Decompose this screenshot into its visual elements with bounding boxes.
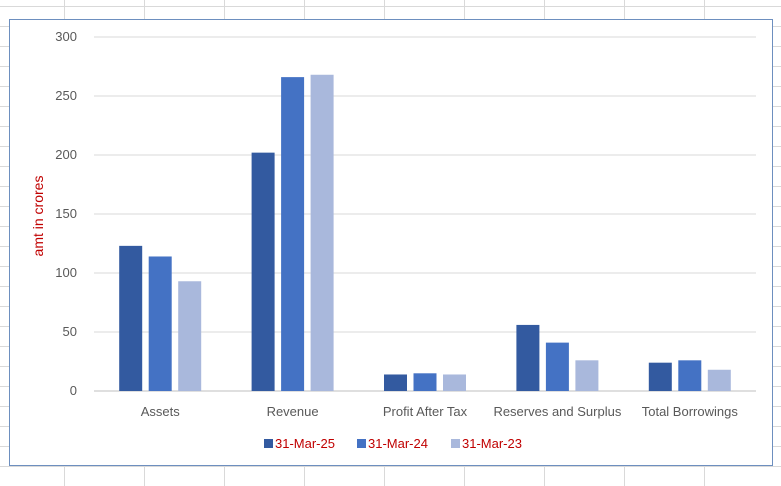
bar[interactable] bbox=[678, 360, 702, 391]
y-tick-label: 0 bbox=[70, 383, 77, 398]
gridlines bbox=[94, 36, 756, 392]
bar[interactable] bbox=[707, 369, 731, 391]
legend-label[interactable]: 31-Mar-23 bbox=[462, 436, 522, 451]
y-tick-label: 200 bbox=[55, 147, 77, 162]
bar[interactable] bbox=[575, 360, 599, 391]
x-tick-label: Total Borrowings bbox=[642, 404, 739, 419]
y-tick-label: 100 bbox=[55, 265, 77, 280]
legend: 31-Mar-25 31-Mar-24 31-Mar-23 bbox=[264, 436, 522, 451]
x-axis-ticks: Assets Revenue Profit After Tax Reserves an… bbox=[141, 404, 739, 419]
y-tick-label: 250 bbox=[55, 88, 77, 103]
legend-label[interactable]: 31-Mar-24 bbox=[368, 436, 428, 451]
chart-area[interactable]: 0 50 100 150 200 250 300 Assets Revenue Profit A… bbox=[9, 19, 773, 466]
legend-swatch[interactable] bbox=[357, 439, 366, 448]
x-tick-label: Assets bbox=[141, 404, 181, 419]
legend-label[interactable]: 31-Mar-25 bbox=[275, 436, 335, 451]
bar[interactable] bbox=[119, 245, 143, 391]
bar[interactable] bbox=[281, 77, 305, 391]
bar[interactable] bbox=[413, 373, 437, 391]
y-tick-label: 150 bbox=[55, 206, 77, 221]
legend-swatch[interactable] bbox=[264, 439, 273, 448]
x-tick-label: Revenue bbox=[267, 404, 319, 419]
bar[interactable] bbox=[648, 362, 672, 391]
bar[interactable] bbox=[310, 74, 334, 391]
x-tick-label: Profit After Tax bbox=[383, 404, 468, 419]
bar[interactable] bbox=[545, 342, 569, 391]
bar[interactable] bbox=[251, 152, 275, 391]
bars bbox=[119, 74, 731, 391]
legend-swatch[interactable] bbox=[451, 439, 460, 448]
bar[interactable] bbox=[384, 374, 407, 391]
y-axis-label: amt in crores bbox=[30, 176, 46, 257]
bar-chart: 0 50 100 150 200 250 300 Assets Revenue Profit A… bbox=[30, 29, 756, 451]
bar[interactable] bbox=[516, 324, 540, 391]
y-tick-label: 300 bbox=[55, 29, 77, 44]
y-axis-ticks: 0 50 100 150 200 250 300 bbox=[55, 29, 77, 398]
bar[interactable] bbox=[443, 374, 466, 391]
bar[interactable] bbox=[178, 281, 202, 391]
x-tick-label: Reserves and Surplus bbox=[493, 404, 621, 419]
bar[interactable] bbox=[148, 256, 172, 391]
y-tick-label: 50 bbox=[63, 324, 77, 339]
